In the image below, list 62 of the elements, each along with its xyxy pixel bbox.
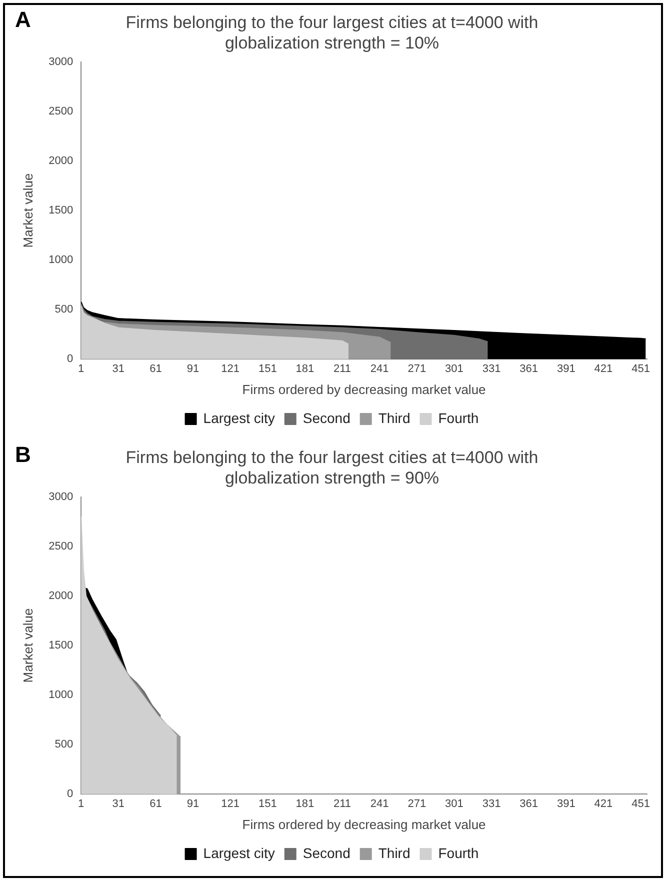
y-tick-label: 1000 — [48, 254, 74, 266]
x-axis-title: Firms ordered by decreasing market value — [242, 816, 486, 832]
x-tick-label: 181 — [296, 362, 314, 375]
x-tick-label: 451 — [632, 362, 650, 375]
x-tick-label: 31 — [112, 362, 125, 375]
x-tick-label: 61 — [150, 362, 162, 375]
x-tick-label: 241 — [370, 798, 389, 810]
x-axis-title: Firms ordered by decreasing market value — [242, 382, 486, 397]
x-tick-label: 1 — [78, 798, 84, 810]
legend-label: Second — [302, 410, 350, 426]
y-axis-title: Market value — [20, 173, 36, 248]
y-tick-label: 1500 — [48, 204, 74, 217]
x-tick-label: 211 — [333, 798, 352, 810]
x-tick-label: 271 — [408, 362, 426, 375]
x-tick-label: 91 — [186, 362, 200, 375]
y-tick-label: 500 — [54, 738, 74, 751]
y-tick-label: 2500 — [48, 540, 74, 552]
text: B — [15, 442, 31, 468]
x-tick-label: 121 — [221, 362, 240, 375]
chart-title: Firms belonging to the four largest cities at t=4000 with globalization strength = 90% — [126, 448, 538, 488]
text: A — [15, 7, 31, 33]
x-tick-label: 31 — [112, 798, 125, 810]
x-tick-label: 91 — [186, 798, 200, 810]
legend-label: Largest city — [203, 844, 275, 861]
x-tick-label: 331 — [482, 362, 501, 375]
x-tick-label: 421 — [594, 798, 613, 810]
x-tick-label: 301 — [445, 798, 464, 810]
x-tick-label: 271 — [408, 798, 426, 810]
x-tick-label: 151 — [258, 362, 277, 375]
x-tick-label: 391 — [556, 798, 576, 810]
y-tick-label: 1500 — [48, 640, 74, 652]
x-tick-label: 151 — [258, 798, 277, 810]
legend-label: Third — [378, 410, 410, 426]
y-tick-label: 3000 — [48, 56, 74, 68]
x-tick-label: 121 — [221, 798, 240, 810]
y-tick-label: 500 — [54, 304, 74, 316]
x-tick-label: 361 — [520, 362, 538, 375]
y-axis-title: Market value — [20, 608, 36, 683]
x-tick-label: 181 — [296, 798, 314, 810]
x-tick-label: 421 — [594, 362, 613, 375]
x-tick-label: 361 — [520, 798, 538, 810]
x-tick-label: 451 — [632, 798, 650, 810]
y-tick-label: 2500 — [48, 105, 74, 118]
y-tick-label: 0 — [66, 788, 74, 800]
x-tick-label: 301 — [445, 362, 464, 375]
x-tick-label: 61 — [150, 798, 162, 810]
y-tick-label: 1000 — [48, 689, 74, 702]
legend-label: Second — [302, 844, 350, 861]
chart-title: Firms belonging to the four largest cities at t=4000 with globalization strength = 10% — [126, 12, 538, 52]
y-tick-label: 2000 — [48, 590, 74, 602]
x-tick-label: 211 — [333, 362, 352, 375]
legend-label: Fourth — [438, 844, 479, 861]
x-tick-label: 331 — [482, 798, 501, 810]
x-tick-label: 391 — [556, 362, 576, 375]
x-tick-label: 241 — [370, 362, 389, 375]
y-tick-label: 3000 — [48, 490, 74, 503]
legend-label: Largest city — [203, 410, 275, 426]
y-tick-label: 0 — [66, 353, 74, 366]
y-tick-label: 2000 — [48, 154, 74, 167]
legend-label: Fourth — [438, 410, 479, 426]
legend-label: Third — [378, 844, 410, 861]
x-tick-label: 1 — [78, 362, 84, 375]
